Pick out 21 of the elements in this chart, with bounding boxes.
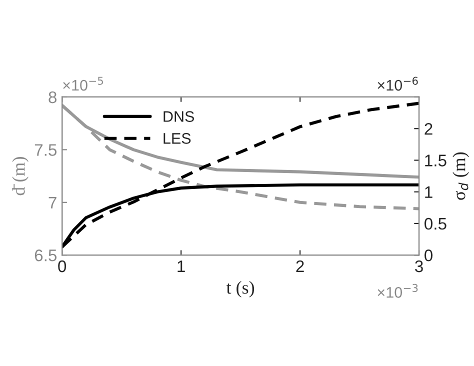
- y-tick-label: 6.5: [34, 250, 57, 262]
- y2-tick-label: 2: [424, 123, 432, 135]
- y2-tick-label: 1: [425, 186, 432, 198]
- y-tick-label: 7.5: [34, 144, 57, 156]
- x-tick-label: 1: [178, 260, 185, 272]
- y2-tick-label: 1.5: [425, 154, 446, 166]
- legend-label: LES: [164, 133, 191, 144]
- y2-tick-label: 0: [424, 250, 432, 262]
- x-axis-title: t (s): [226, 281, 254, 298]
- y2-tick-label: 0.5: [424, 218, 446, 230]
- text: ×10$^{−3}$: [378, 284, 418, 298]
- text: ×10$^{−6}$: [378, 76, 418, 91]
- x-tick-label: 3: [415, 260, 423, 272]
- x-tick-label: 0: [58, 260, 66, 272]
- x-tick-label: 2: [296, 260, 304, 272]
- y2-axis-title: σ$_{d}$ (m): [452, 152, 469, 200]
- y-tick-label: 8: [48, 91, 57, 104]
- legend-label: DNS: [164, 111, 194, 122]
- y-tick-label: 7: [48, 196, 56, 208]
- y-axis-title: d̄ (m): [12, 157, 29, 196]
- text: ×10$^{−5}$: [63, 76, 103, 91]
